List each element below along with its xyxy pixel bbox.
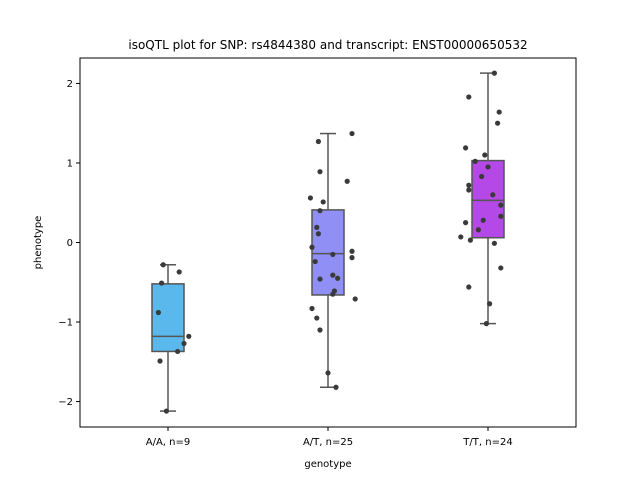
data-point <box>176 269 182 275</box>
data-point <box>480 217 486 223</box>
data-point <box>490 192 496 198</box>
plot-area <box>151 70 505 414</box>
x-tick-label: T/T, n=24 <box>462 437 512 448</box>
data-point <box>483 321 489 327</box>
data-point <box>315 231 321 237</box>
data-point <box>467 237 473 243</box>
data-point <box>344 178 350 184</box>
data-point <box>330 291 336 297</box>
data-point <box>175 348 181 355</box>
data-point <box>160 262 166 268</box>
data-point <box>317 208 323 214</box>
data-point <box>498 213 504 219</box>
y-tick-label: 0 <box>67 238 73 249</box>
data-point <box>466 284 472 290</box>
data-point <box>349 255 355 261</box>
data-point <box>315 138 321 145</box>
x-tick-label: A/T, n=25 <box>303 437 353 448</box>
data-point <box>325 370 331 376</box>
box-group <box>458 70 505 327</box>
iqr-box <box>151 283 185 353</box>
data-point <box>352 296 358 302</box>
data-point <box>317 327 323 333</box>
data-point <box>491 70 497 76</box>
y-axis: −2 −1 0 1 2 <box>58 79 80 408</box>
data-point <box>181 340 187 347</box>
data-point <box>312 258 318 265</box>
data-point <box>159 280 165 286</box>
data-point <box>496 109 502 115</box>
box-group <box>151 262 192 414</box>
data-point <box>320 199 326 205</box>
x-tick-label: A/A, n=9 <box>146 437 191 448</box>
box-group <box>307 130 358 390</box>
data-point <box>487 301 493 307</box>
data-point <box>314 224 320 230</box>
data-point <box>491 240 497 246</box>
data-point <box>466 94 472 100</box>
y-tick-label: 2 <box>67 79 73 90</box>
chart-title: isoQTL plot for SNP: rs4844380 and trans… <box>128 38 527 52</box>
y-axis-label: phenotype <box>33 216 44 270</box>
x-axis: A/A, n=9 A/T, n=25 T/T, n=24 <box>146 427 513 448</box>
data-point <box>472 158 478 164</box>
iqr-box <box>311 209 345 296</box>
y-tick-label: −2 <box>58 397 73 408</box>
data-point <box>485 164 491 170</box>
data-point <box>495 120 501 126</box>
x-axis-label: genotype <box>304 459 351 470</box>
data-point <box>330 251 336 258</box>
data-point <box>498 202 504 208</box>
data-point <box>157 358 163 364</box>
data-point <box>466 187 472 193</box>
data-point <box>317 169 323 175</box>
y-tick-label: −1 <box>58 318 73 329</box>
data-point <box>186 333 192 339</box>
data-point <box>458 234 464 240</box>
data-point <box>309 244 315 250</box>
data-point <box>307 195 313 201</box>
iqr-box <box>471 159 505 239</box>
data-point <box>463 220 469 226</box>
data-point <box>330 272 336 278</box>
data-point <box>163 408 169 414</box>
data-point <box>466 182 472 188</box>
data-point <box>498 265 504 271</box>
data-point <box>333 384 339 390</box>
data-point <box>475 227 481 233</box>
y-tick-label: 1 <box>67 158 73 169</box>
data-point <box>335 275 341 281</box>
data-point <box>309 305 315 312</box>
data-point <box>482 152 488 158</box>
data-point <box>479 173 485 180</box>
data-point <box>317 276 323 282</box>
data-point <box>155 309 161 316</box>
data-point <box>349 130 355 137</box>
data-point <box>314 315 320 321</box>
data-point <box>463 145 469 151</box>
data-point <box>349 248 355 254</box>
